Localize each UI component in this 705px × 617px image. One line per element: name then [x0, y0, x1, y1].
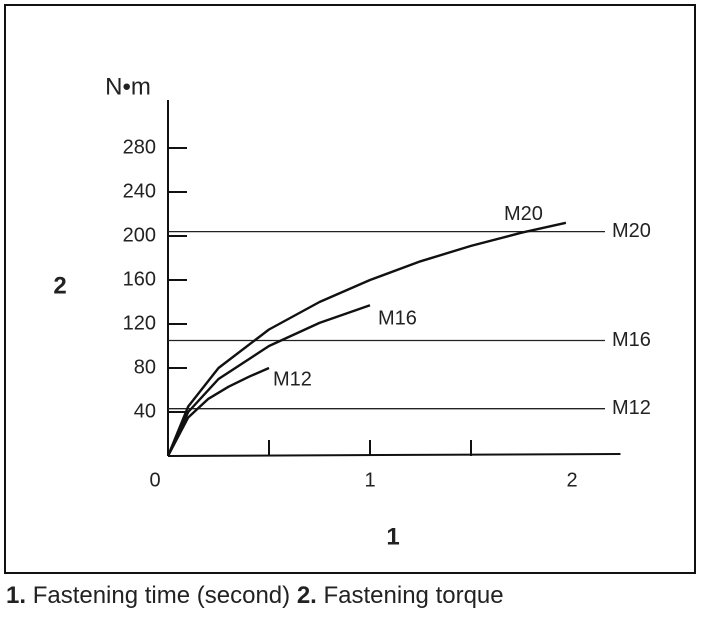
x-tick-label: 2	[566, 469, 577, 491]
reference-label: M20	[612, 220, 651, 242]
y-axis-label: 2	[53, 272, 66, 299]
caption-number: 1.	[6, 582, 27, 609]
y-tick-label: 80	[134, 356, 156, 378]
x-axis-label: 1	[386, 523, 399, 550]
curve-label: M16	[378, 308, 417, 330]
y-unit: N•m	[105, 73, 151, 100]
reference-label: M12	[612, 397, 651, 419]
caption-text: Fastening time (second)	[32, 582, 291, 609]
x-tick-label: 1	[364, 469, 375, 491]
x-tick-label: 0	[149, 469, 160, 491]
y-tick-label: 240	[123, 180, 156, 202]
curve-label: M12	[273, 368, 312, 390]
caption: 1. Fastening time (second) 2. Fastening …	[6, 582, 504, 610]
y-tick-label: 120	[123, 312, 156, 334]
curve	[166, 304, 371, 457]
reference-label: M16	[612, 329, 651, 351]
x-axis	[167, 453, 621, 457]
caption-text: Fastening torque	[323, 582, 504, 609]
frame	[4, 4, 696, 574]
curve-label: M20	[504, 203, 543, 225]
y-tick-label: 280	[123, 136, 156, 158]
chart: N•m 2 1 40 80 120 160 200 240 280 0 1 2 M20 M16 M12 M…	[53, 73, 651, 550]
curve	[166, 366, 270, 457]
y-tick-label: 160	[123, 268, 156, 290]
caption-number: 2.	[296, 582, 317, 609]
curve	[166, 221, 567, 457]
y-tick-label: 200	[123, 224, 156, 246]
y-tick-label: 40	[134, 400, 156, 422]
